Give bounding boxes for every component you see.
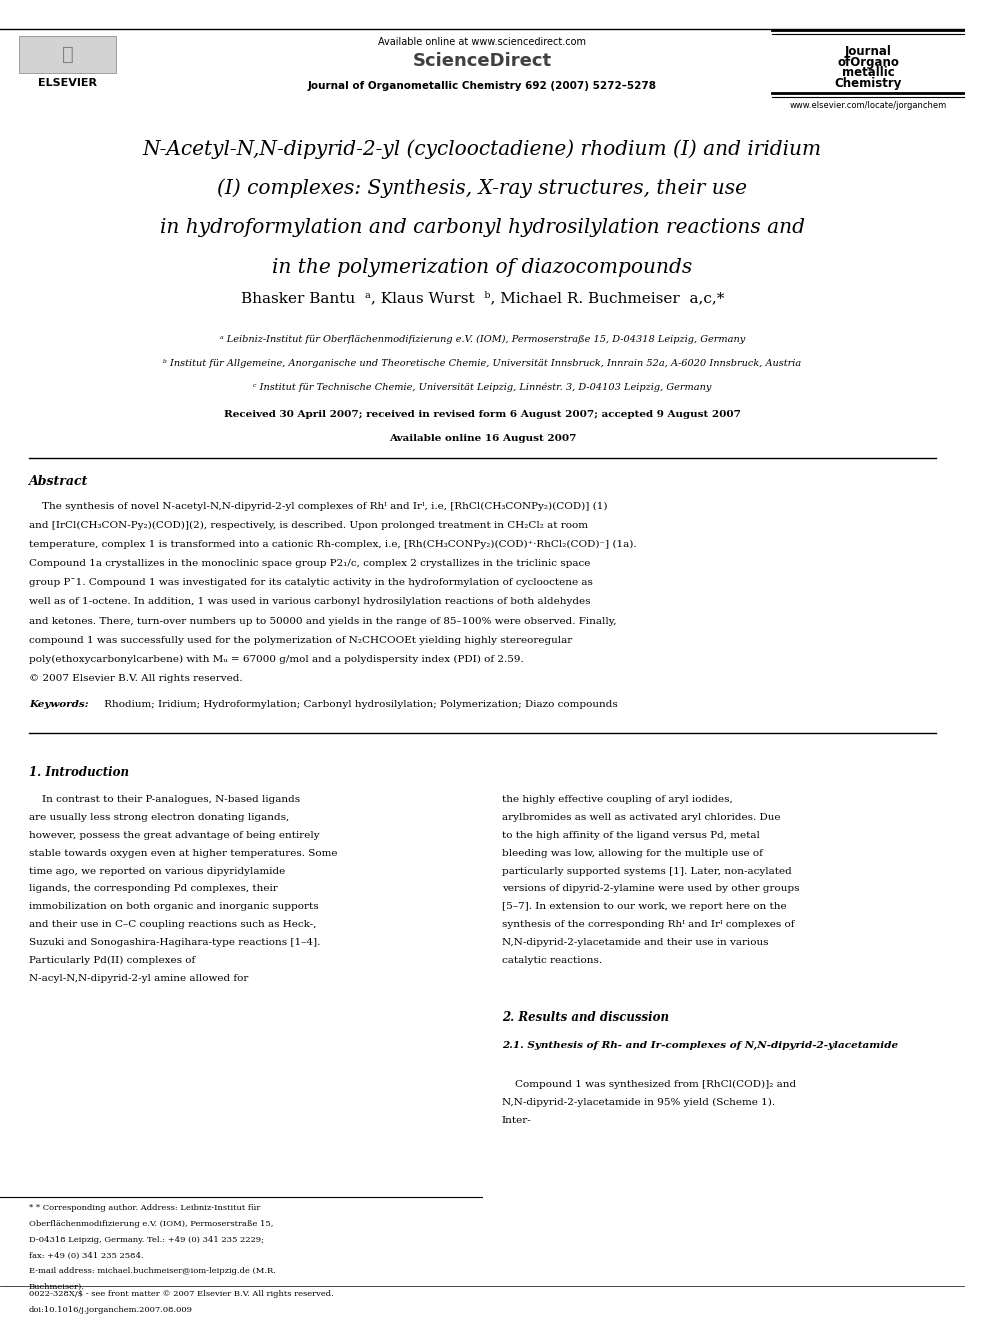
Text: Particularly Pd(II) complexes of: Particularly Pd(II) complexes of (29, 957, 195, 964)
Text: N-acyl-N,N-dipyrid-2-yl amine allowed for: N-acyl-N,N-dipyrid-2-yl amine allowed fo… (29, 974, 248, 983)
Text: catalytic reactions.: catalytic reactions. (502, 957, 602, 964)
Text: Journal: Journal (845, 45, 892, 58)
Text: particularly supported systems [1]. Later, non-acylated: particularly supported systems [1]. Late… (502, 867, 792, 876)
Text: ELSEVIER: ELSEVIER (38, 78, 97, 89)
Text: www.elsevier.com/locate/jorganchem: www.elsevier.com/locate/jorganchem (790, 101, 947, 110)
Text: and ketones. There, turn-over numbers up to 50000 and yields in the range of 85–: and ketones. There, turn-over numbers up… (29, 617, 616, 626)
Text: * * Corresponding author. Address: Leibniz-Institut für: * * Corresponding author. Address: Leibn… (29, 1204, 260, 1212)
Text: group P¯1. Compound 1 was investigated for its catalytic activity in the hydrofo: group P¯1. Compound 1 was investigated f… (29, 578, 593, 587)
Text: however, possess the great advantage of being entirely: however, possess the great advantage of … (29, 831, 319, 840)
Text: N-Acetyl-N,N-dipyrid-2-yl (cyclooctadiene) rhodium (I) and iridium: N-Acetyl-N,N-dipyrid-2-yl (cyclooctadien… (143, 139, 822, 159)
Text: temperature, complex 1 is transformed into a cationic Rh-complex, i.e, [Rh(CH₃CO: temperature, complex 1 is transformed in… (29, 540, 637, 549)
Text: to the high affinity of the ligand versus Pd, metal: to the high affinity of the ligand versu… (502, 831, 760, 840)
Text: The synthesis of novel N-acetyl-N,N-dipyrid-2-yl complexes of Rhᴵ and Irᴵ, i.e, : The synthesis of novel N-acetyl-N,N-dipy… (29, 501, 607, 511)
FancyBboxPatch shape (19, 36, 116, 73)
Text: metallic: metallic (842, 66, 895, 79)
Text: the highly effective coupling of aryl iodides,: the highly effective coupling of aryl io… (502, 795, 732, 804)
Text: 2. Results and discussion: 2. Results and discussion (502, 1012, 669, 1024)
Text: Available online 16 August 2007: Available online 16 August 2007 (389, 434, 576, 443)
Text: time ago, we reported on various dipyridylamide: time ago, we reported on various dipyrid… (29, 867, 285, 876)
Text: D-04318 Leipzig, Germany. Tel.: +49 (0) 341 235 2229;: D-04318 Leipzig, Germany. Tel.: +49 (0) … (29, 1236, 264, 1244)
Text: Oberflächenmodifizierung e.V. (IOM), Permoserstraße 15,: Oberflächenmodifizierung e.V. (IOM), Per… (29, 1220, 274, 1228)
Text: are usually less strong electron donating ligands,: are usually less strong electron donatin… (29, 812, 290, 822)
Text: Rhodium; Iridium; Hydroformylation; Carbonyl hydrosilylation; Polymerization; Di: Rhodium; Iridium; Hydroformylation; Carb… (101, 700, 618, 709)
Text: and their use in C–C coupling reactions such as Heck-,: and their use in C–C coupling reactions … (29, 921, 316, 929)
Text: in the polymerization of diazocompounds: in the polymerization of diazocompounds (273, 258, 692, 277)
Text: © 2007 Elsevier B.V. All rights reserved.: © 2007 Elsevier B.V. All rights reserved… (29, 673, 243, 683)
Text: Buchmeiser).: Buchmeiser). (29, 1283, 85, 1291)
Text: compound 1 was successfully used for the polymerization of N₂CHCOOEt yielding hi: compound 1 was successfully used for the… (29, 636, 572, 644)
Text: immobilization on both organic and inorganic supports: immobilization on both organic and inorg… (29, 902, 318, 912)
Text: E-mail address: michael.buchmeiser@iom-leipzig.de (M.R.: E-mail address: michael.buchmeiser@iom-l… (29, 1267, 276, 1275)
Text: 🌳: 🌳 (62, 45, 73, 64)
Text: Received 30 April 2007; received in revised form 6 August 2007; accepted 9 Augus: Received 30 April 2007; received in revi… (224, 410, 741, 419)
Text: Compound 1a crystallizes in the monoclinic space group P2₁/c, complex 2 crystall: Compound 1a crystallizes in the monoclin… (29, 558, 590, 568)
Text: ScienceDirect: ScienceDirect (413, 52, 552, 70)
Text: Available online at www.sciencedirect.com: Available online at www.sciencedirect.co… (379, 37, 586, 48)
Text: synthesis of the corresponding Rhᴵ and Irᴵ complexes of: synthesis of the corresponding Rhᴵ and I… (502, 921, 795, 929)
Text: poly(ethoxycarbonylcarbene) with Mᵤ = 67000 g/mol and a polydispersity index (PD: poly(ethoxycarbonylcarbene) with Mᵤ = 67… (29, 655, 524, 664)
Text: ᶜ Institut für Technische Chemie, Universität Leipzig, Linnéstr. 3, D-04103 Leip: ᶜ Institut für Technische Chemie, Univer… (253, 382, 711, 392)
Text: In contrast to their P-analogues, N-based ligands: In contrast to their P-analogues, N-base… (29, 795, 300, 804)
Text: Keywords:: Keywords: (29, 700, 88, 709)
Text: Inter-: Inter- (502, 1117, 532, 1125)
Text: Journal of Organometallic Chemistry 692 (2007) 5272–5278: Journal of Organometallic Chemistry 692 … (308, 81, 657, 91)
Text: ᵇ Institut für Allgemeine, Anorganische und Theoretische Chemie, Universität Inn: ᵇ Institut für Allgemeine, Anorganische … (164, 359, 802, 368)
Text: Suzuki and Sonogashira-Hagihara-type reactions [1–4].: Suzuki and Sonogashira-Hagihara-type rea… (29, 938, 320, 947)
Text: in hydroformylation and carbonyl hydrosilylation reactions and: in hydroformylation and carbonyl hydrosi… (160, 218, 805, 237)
Text: 0022-328X/$ - see front matter © 2007 Elsevier B.V. All rights reserved.: 0022-328X/$ - see front matter © 2007 El… (29, 1290, 333, 1298)
Text: arylbromides as well as activated aryl chlorides. Due: arylbromides as well as activated aryl c… (502, 812, 781, 822)
Text: doi:10.1016/j.jorganchem.2007.08.009: doi:10.1016/j.jorganchem.2007.08.009 (29, 1306, 193, 1314)
Text: Chemistry: Chemistry (834, 77, 902, 90)
Text: ofOrgano: ofOrgano (837, 56, 900, 69)
Text: ligands, the corresponding Pd complexes, their: ligands, the corresponding Pd complexes,… (29, 885, 278, 893)
Text: Abstract: Abstract (29, 475, 88, 488)
Text: stable towards oxygen even at higher temperatures. Some: stable towards oxygen even at higher tem… (29, 849, 337, 857)
Text: versions of dipyrid-2-ylamine were used by other groups: versions of dipyrid-2-ylamine were used … (502, 885, 800, 893)
Text: well as of 1-octene. In addition, 1 was used in various carbonyl hydrosilylation: well as of 1-octene. In addition, 1 was … (29, 598, 590, 606)
Text: and [IrCl(CH₃CON-Py₂)(COD)](2), respectively, is described. Upon prolonged treat: and [IrCl(CH₃CON-Py₂)(COD)](2), respecti… (29, 520, 588, 529)
Text: 1. Introduction: 1. Introduction (29, 766, 129, 779)
Text: N,N-dipyrid-2-ylacetamide in 95% yield (Scheme 1).: N,N-dipyrid-2-ylacetamide in 95% yield (… (502, 1098, 775, 1107)
Text: Bhasker Bantu  ᵃ, Klaus Wurst  ᵇ, Michael R. Buchmeiser  a,c,*: Bhasker Bantu ᵃ, Klaus Wurst ᵇ, Michael … (241, 291, 724, 306)
Text: Compound 1 was synthesized from [RhCl(COD)]₂ and: Compound 1 was synthesized from [RhCl(CO… (502, 1080, 796, 1089)
Text: N,N-dipyrid-2-ylacetamide and their use in various: N,N-dipyrid-2-ylacetamide and their use … (502, 938, 768, 947)
Text: bleeding was low, allowing for the multiple use of: bleeding was low, allowing for the multi… (502, 849, 763, 857)
Text: ᵃ Leibniz-Institut für Oberflächenmodifizierung e.V. (IOM), Permoserstraße 15, D: ᵃ Leibniz-Institut für Oberflächenmodifi… (220, 335, 745, 344)
Text: fax: +49 (0) 341 235 2584.: fax: +49 (0) 341 235 2584. (29, 1252, 144, 1259)
Text: [5–7]. In extension to our work, we report here on the: [5–7]. In extension to our work, we repo… (502, 902, 787, 912)
Text: (I) complexes: Synthesis, X-ray structures, their use: (I) complexes: Synthesis, X-ray structur… (217, 179, 747, 198)
Text: 2.1. Synthesis of Rh- and Ir-complexes of N,N-dipyrid-2-ylacetamide: 2.1. Synthesis of Rh- and Ir-complexes o… (502, 1041, 898, 1049)
